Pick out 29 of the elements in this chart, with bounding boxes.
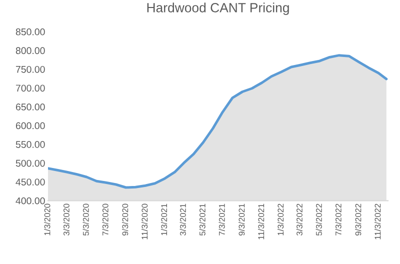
x-tick-label: 3/3/2020: [63, 204, 70, 236]
x-tick-label: 3/3/2022: [296, 204, 302, 236]
x-tick-label: 1/3/2021: [160, 204, 168, 236]
y-tick-label: 450.00: [16, 178, 45, 186]
x-tick-label: 9/3/2021: [238, 204, 245, 236]
y-tick-label: 850.00: [16, 28, 45, 36]
y-tick-label: 700.00: [16, 84, 45, 92]
y-tick-label: 400.00: [16, 197, 45, 204]
x-tick-label: 11/3/2022: [374, 204, 381, 240]
chart-title: Hardwood CANT Pricing: [147, 2, 289, 15]
x-tick-label: 1/3/2020: [44, 204, 50, 236]
x-tick-label: 7/3/2021: [218, 204, 225, 236]
y-tick-label: 550.00: [16, 141, 45, 148]
x-tick-label: 11/3/2020: [141, 204, 148, 240]
x-tick-label: 3/3/2021: [180, 204, 186, 236]
x-tick-label: 5/3/2022: [316, 204, 322, 236]
y-tick-label: 500.00: [16, 160, 45, 167]
y-tick-label: 750.00: [16, 66, 45, 73]
x-tick-label: 9/3/2022: [355, 204, 362, 236]
x-tick-label: 5/3/2021: [199, 204, 206, 236]
x-tick-label: 7/3/2020: [102, 204, 108, 236]
x-tick-label: 11/3/2021: [258, 204, 264, 240]
x-tick-label: 1/3/2022: [277, 204, 284, 236]
y-tick-label: 600.00: [16, 122, 45, 130]
x-tick-label: 7/3/2022: [335, 204, 342, 236]
x-tick-label: 9/3/2020: [122, 204, 128, 236]
y-tick-label: 650.00: [16, 104, 45, 110]
x-tick-label: 5/3/2020: [82, 204, 89, 236]
y-tick-label: 800.00: [16, 47, 45, 54]
